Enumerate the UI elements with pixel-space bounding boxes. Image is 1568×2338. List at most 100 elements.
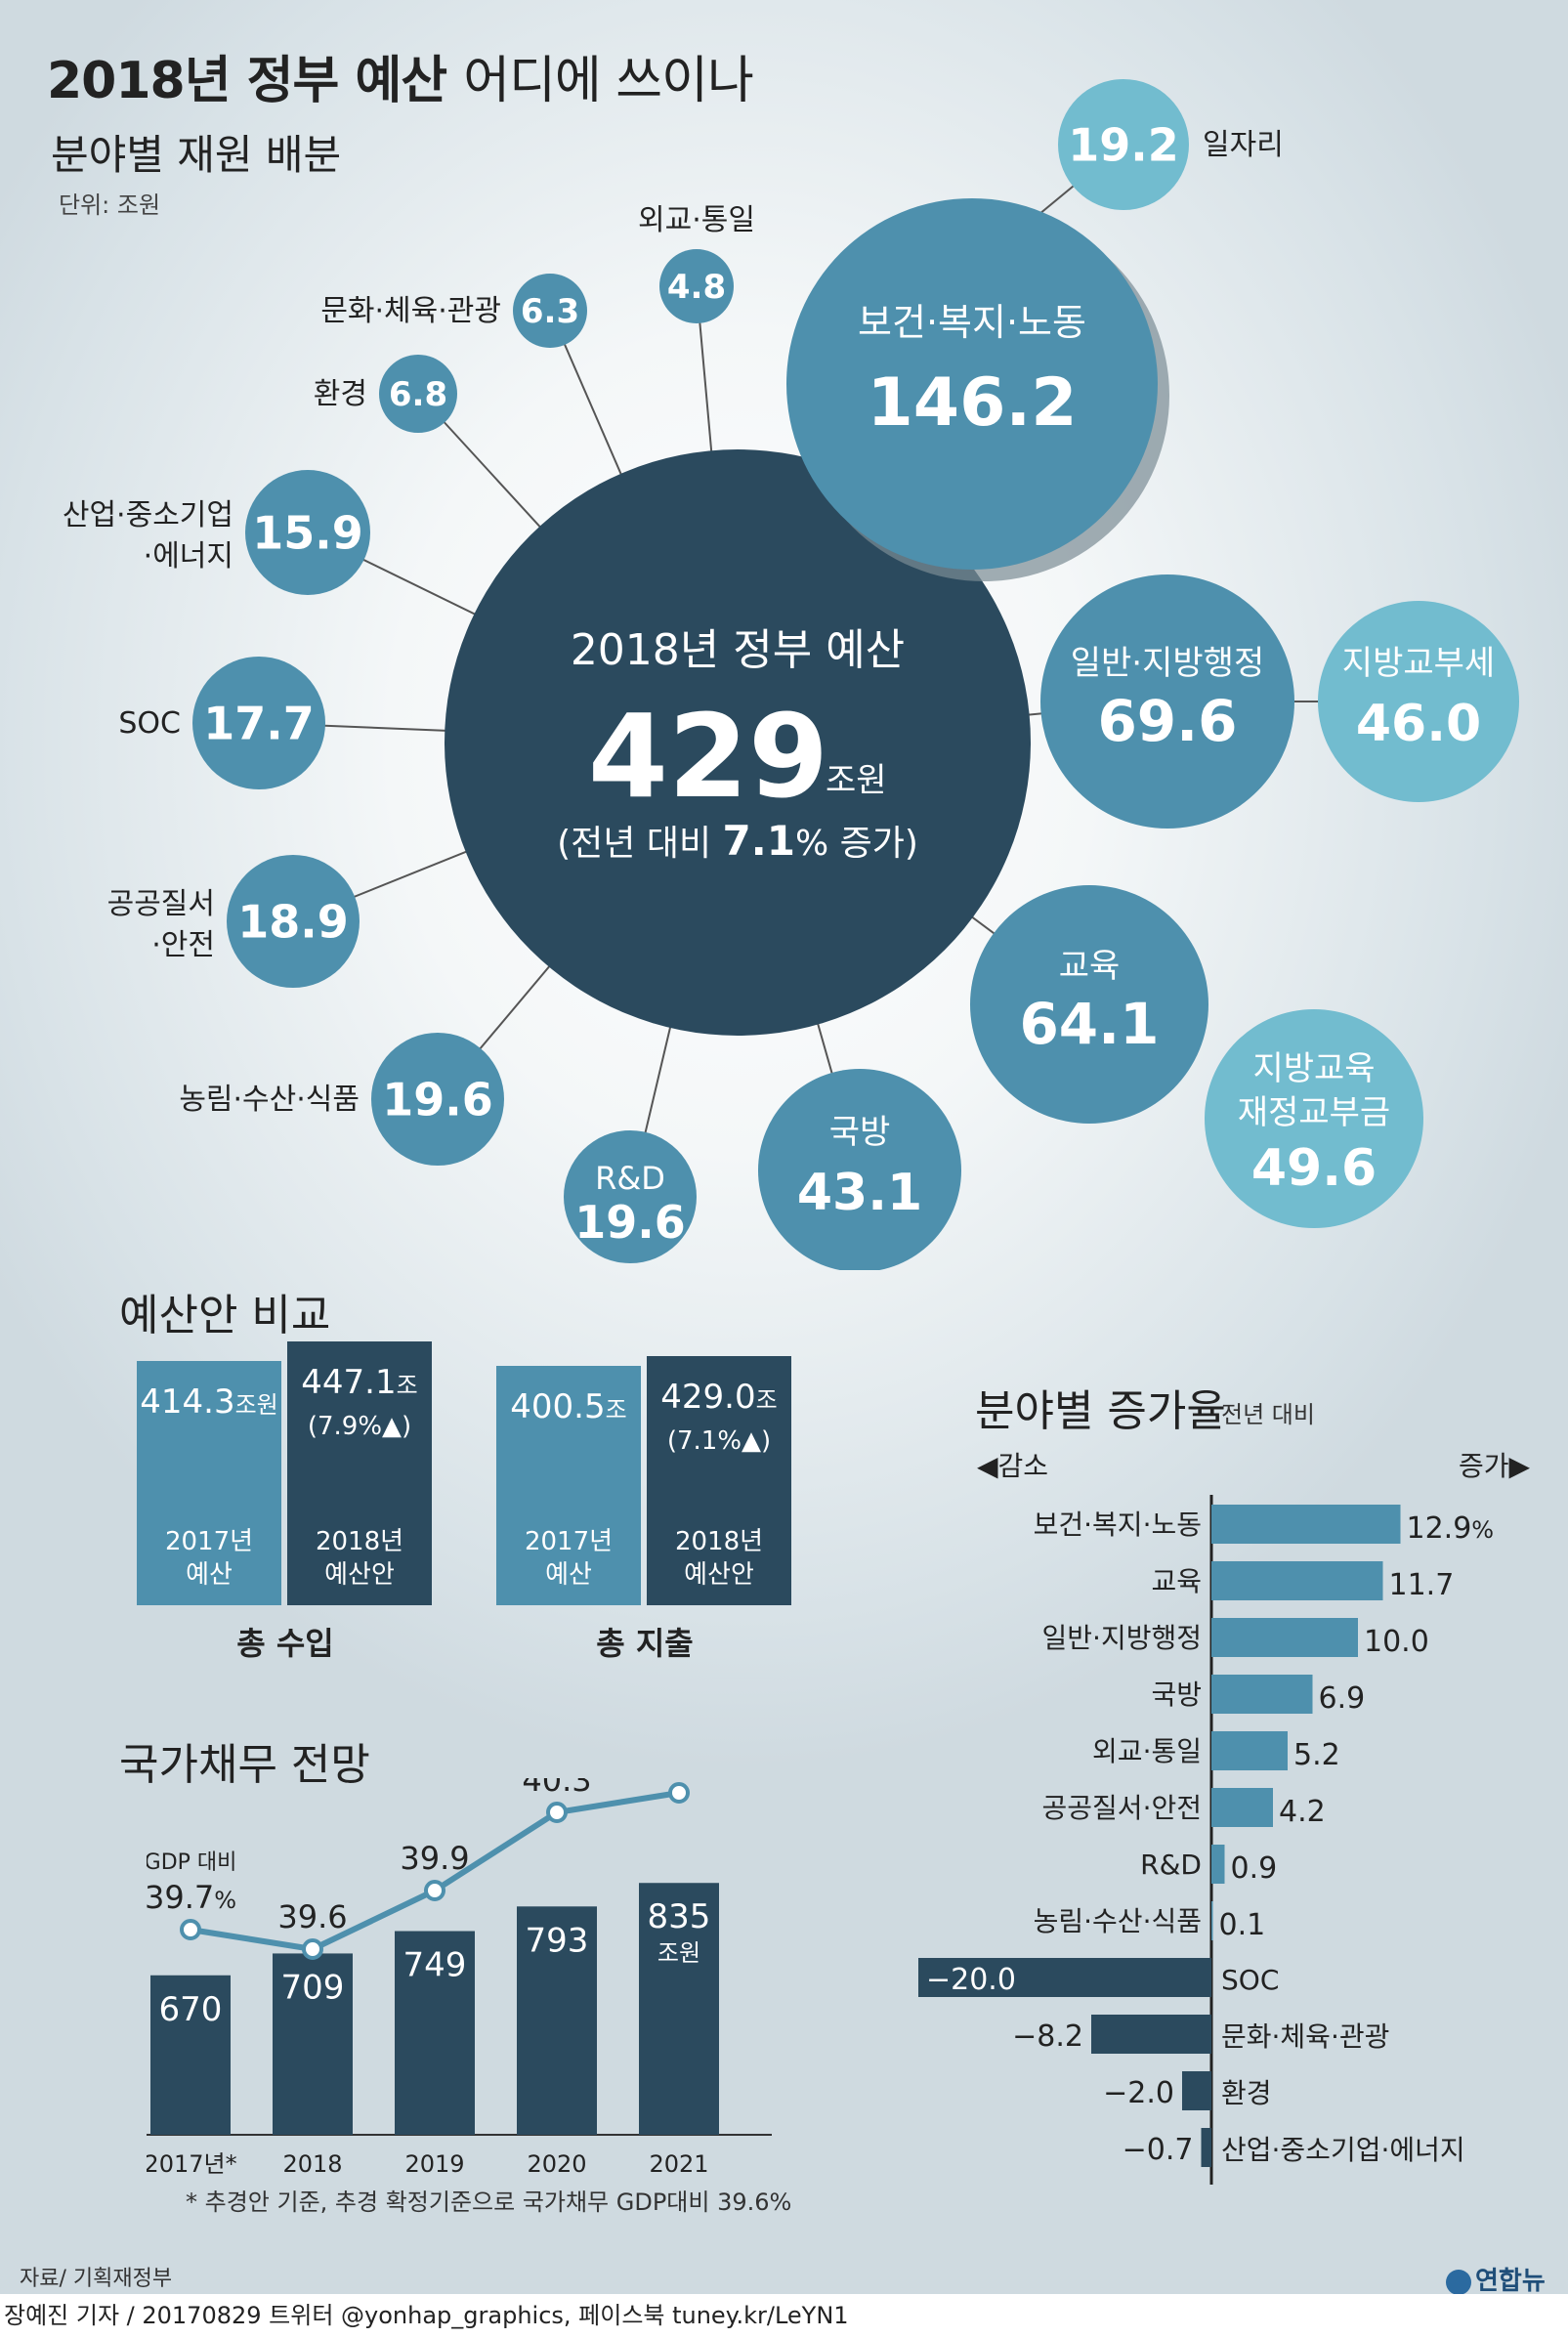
bubble-13 xyxy=(379,355,457,433)
gdp-ratio-point xyxy=(302,1938,323,1960)
bubble-value: 19.2 xyxy=(1068,119,1179,172)
bubble-label: 일반·지방행정 xyxy=(1071,644,1265,683)
comparison-value: 447.1조 xyxy=(301,1363,418,1402)
gdp-ratio-label: 40.4 xyxy=(644,1778,713,1779)
comparison-value: 414.3조원 xyxy=(140,1382,278,1422)
growth-bar xyxy=(1211,1731,1288,1770)
growth-category: 외교·통일 xyxy=(1092,1735,1202,1767)
bubble-label: 환경 xyxy=(314,377,367,411)
bubble-4 xyxy=(1318,601,1519,802)
bubble-label: 농림·수산·식품 xyxy=(179,1083,360,1117)
growth-value: 0.9 xyxy=(1231,1851,1278,1886)
gdp-ratio-point xyxy=(668,1782,690,1804)
center-title: 2018년 정부 예산 xyxy=(571,625,905,675)
bubble-value: 49.6 xyxy=(1251,1139,1377,1198)
comparison-bar: 429.0조 (7.1%▲) 2018년 예산안 xyxy=(647,1356,791,1605)
bubble-6 xyxy=(1205,1009,1423,1228)
debt-x-tick: 2018 xyxy=(282,2150,342,2178)
bubble-label: 교육 xyxy=(1059,947,1121,986)
comparison-pct: (7.1%▲) xyxy=(666,1426,772,1456)
bubble-value: 6.8 xyxy=(389,375,447,414)
growth-category: 국방 xyxy=(1151,1679,1202,1711)
bubble-label: ·에너지 xyxy=(144,539,233,574)
center-unit: 조원 xyxy=(826,761,887,800)
bubble-label: 지방교부세 xyxy=(1342,644,1495,683)
center-note: (전년 대비 7.1% 증가) xyxy=(557,817,918,865)
growth-bar xyxy=(1211,1675,1313,1714)
growth-value: −0.7 xyxy=(1123,2133,1194,2167)
gdp-ratio-point xyxy=(180,1919,201,1940)
growth-value: 5.2 xyxy=(1293,1738,1340,1772)
growth-value: 4.2 xyxy=(1279,1795,1326,1829)
bubble-label: 외교·통일 xyxy=(638,203,755,237)
debt-x-tick: 2021 xyxy=(649,2150,708,2178)
growth-bar xyxy=(1201,2128,1211,2167)
bubble-label: 지방교육 xyxy=(1252,1049,1375,1088)
bubble-value: 46.0 xyxy=(1356,695,1481,753)
comparison-group-label: 총 지출 xyxy=(596,1625,694,1662)
debt-x-tick: 2020 xyxy=(527,2150,586,2178)
growth-value: −8.2 xyxy=(1012,2019,1083,2054)
gdp-ratio-label: 39.7% xyxy=(147,1879,236,1916)
bubble-12 xyxy=(245,470,370,595)
debt-x-tick: 2017년* xyxy=(147,2150,237,2178)
growth-value: −2.0 xyxy=(1103,2076,1174,2110)
title-light: 어디에 쓰이나 xyxy=(463,52,754,110)
bubble-11 xyxy=(192,657,325,789)
growth-bar xyxy=(1211,1561,1383,1600)
comparison-year: 2017년 예산 xyxy=(524,1527,614,1590)
bubble-1 xyxy=(786,198,1158,570)
comparison-year: 2018년 예산안 xyxy=(674,1527,764,1590)
bubble-3 xyxy=(1040,574,1294,829)
bubble-value: 43.1 xyxy=(797,1164,922,1222)
debt-bar xyxy=(395,1931,475,2135)
bubble-label: 일자리 xyxy=(1203,128,1284,162)
bubble-5 xyxy=(970,885,1208,1124)
debt-bar xyxy=(639,1883,719,2135)
growth-bar xyxy=(918,1958,1211,1997)
growth-category: 일반·지방행정 xyxy=(1042,1622,1202,1654)
title-bold: 2018년 정부 예산 xyxy=(47,52,447,110)
growth-bar xyxy=(1182,2071,1211,2110)
source-note: 자료/ 기획재정부 xyxy=(20,2267,173,2291)
debt-unit: 조원 xyxy=(657,1939,700,1967)
bubble-label: SOC xyxy=(118,706,181,741)
growth-category: 공공질서·안전 xyxy=(1042,1792,1202,1824)
comparison-group-label: 총 수입 xyxy=(236,1625,334,1662)
bubble-10 xyxy=(227,855,360,988)
growth-value: −20.0 xyxy=(926,1963,1016,1997)
growth-category: SOC xyxy=(1221,1964,1279,1996)
center-budget-circle xyxy=(445,449,1031,1036)
bubble-label: 국방 xyxy=(829,1113,891,1152)
growth-rate-title: 분야별 증가율 xyxy=(975,1386,1226,1436)
comparison-bar: 447.1조 (7.9%▲) 2018년 예산안 xyxy=(287,1341,432,1605)
gdp-ratio-label: 39.9 xyxy=(400,1840,469,1877)
debt-bar-label: 835 xyxy=(648,1897,711,1936)
growth-bar xyxy=(1211,1788,1273,1827)
growth-category: R&D xyxy=(1140,1849,1202,1881)
bubble-value: 4.8 xyxy=(667,268,726,307)
bubble-label: 재정교부금 xyxy=(1238,1093,1390,1132)
growth-bar xyxy=(1091,2015,1211,2054)
growth-value: 10.0 xyxy=(1364,1625,1429,1659)
growth-category: 환경 xyxy=(1221,2077,1272,2109)
center-value: 429 xyxy=(588,689,828,824)
bubble-value: 17.7 xyxy=(203,698,315,750)
growth-value: 11.7 xyxy=(1389,1568,1455,1602)
gdp-ratio-point xyxy=(546,1802,568,1823)
byline: 장예진 기자 / 20170829 트위터 @yonhap_graphics, … xyxy=(0,2294,1568,2338)
bubble-value: 19.6 xyxy=(382,1074,493,1126)
comparison-bar: 400.5조 2017년 예산 xyxy=(496,1366,641,1605)
bubble-value: 15.9 xyxy=(252,507,363,560)
bubble-7 xyxy=(758,1069,961,1270)
bubble-label: R&D xyxy=(595,1160,665,1197)
bubble-label: 산업·중소기업 xyxy=(63,498,233,532)
debt-bar-label: 793 xyxy=(526,1921,589,1960)
debt-chart: 670 2017년* 709 2018 749 2019 793 2020 835 2021 조원 3… xyxy=(147,1778,772,2178)
bubble-value: 69.6 xyxy=(1097,688,1237,754)
gdp-ratio-label: 39.6 xyxy=(277,1898,347,1935)
bubble-label: 문화·체육·관광 xyxy=(320,294,501,328)
debt-bar-label: 709 xyxy=(281,1968,345,2007)
comparison-value: 429.0조 xyxy=(660,1378,778,1417)
